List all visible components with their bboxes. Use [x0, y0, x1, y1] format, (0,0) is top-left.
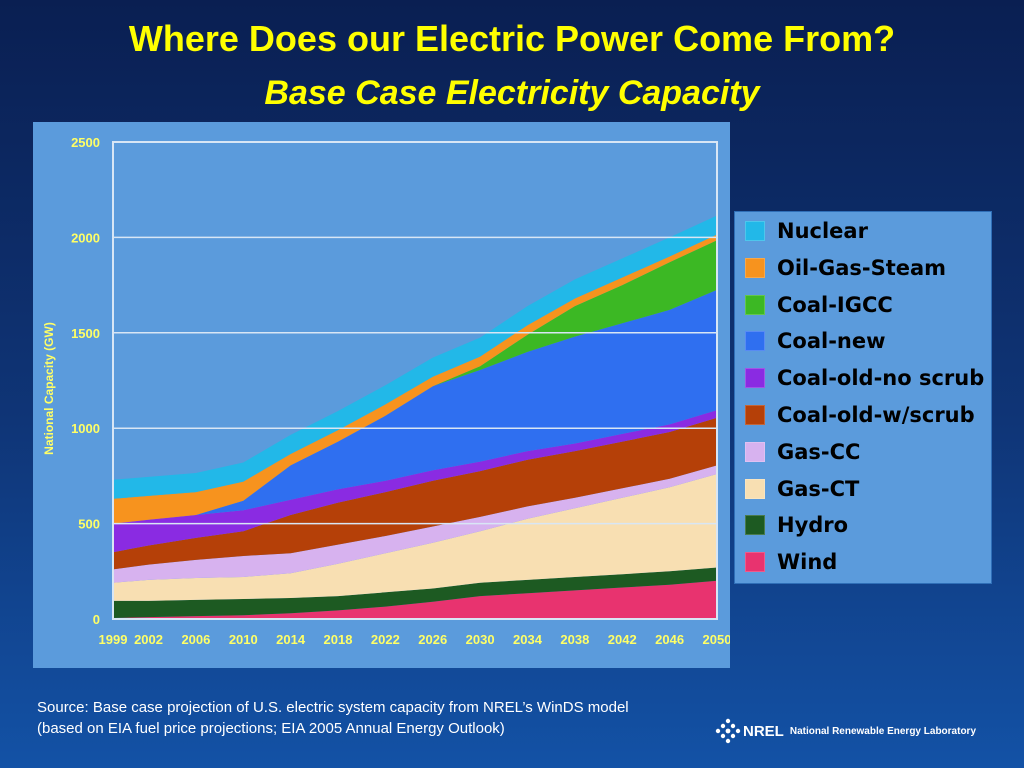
legend-swatch [745, 515, 765, 536]
legend-item-gas-cc: Gas-CC [745, 437, 860, 467]
series-area-hydro [113, 567, 717, 618]
x-tick-label: 2042 [608, 632, 637, 647]
legend-label: Coal-new [777, 329, 886, 354]
series-area-coal-old-no-scrub [113, 410, 717, 553]
legend-swatch [745, 221, 765, 241]
x-tick-label: 2010 [229, 632, 258, 647]
legend-item-wind: Wind [745, 547, 837, 577]
source-note: Source: Base case projection of U.S. ele… [37, 699, 629, 737]
legend-item-gas-ct: Gas-CT [745, 474, 859, 504]
y-axis-label: National Capacity (GW) [42, 322, 56, 455]
series-area-nuclear [113, 215, 717, 499]
legend-item-nuclear: Nuclear [745, 216, 868, 246]
legend-item-coal-old-no-scrub: Coal-old-no scrub [745, 363, 984, 393]
legend-label: Oil-Gas-Steam [777, 255, 947, 280]
legend-swatch [745, 294, 765, 315]
plot-frame [112, 141, 718, 620]
x-tick-label: 2050 [703, 632, 730, 647]
x-tick-label: 2002 [134, 632, 163, 647]
y-tick-label: 2000 [71, 230, 100, 245]
series-area-oil-gas-steam [113, 234, 717, 524]
x-tick-label: 2022 [371, 632, 400, 647]
legend-label: Coal-IGCC [777, 292, 893, 317]
legend-label: Coal-old-w/scrub [777, 403, 975, 427]
y-tick-label: 1000 [71, 421, 100, 436]
page-title: Where Does our Electric Power Come From? [128, 18, 896, 59]
legend-label: Nuclear [777, 219, 868, 243]
y-tick-label: 2500 [71, 135, 100, 150]
x-tick-label: 2030 [466, 632, 495, 647]
logo-name: National Renewable Energy Laboratory [789, 725, 977, 737]
legend-item-coal-igcc: Coal-IGCC [745, 290, 893, 320]
series-area-wind [113, 580, 717, 619]
x-tick-label: 2006 [181, 632, 210, 647]
series-area-coal-igcc [113, 240, 717, 524]
x-tick-label: 2038 [560, 632, 589, 647]
legend-item-coal-new: Coal-new [745, 326, 886, 356]
x-tick-label: 2034 [513, 632, 543, 647]
x-tick-label: 2018 [324, 632, 353, 647]
y-tick-label: 0 [93, 612, 100, 627]
y-tick-label: 500 [78, 517, 100, 532]
chart-legend: Nuclear Oil-Gas-Steam Coal-IGCC Coal-new Coa… [734, 211, 992, 584]
legend-label: Gas-CT [777, 476, 860, 501]
x-tick-label: 2014 [276, 632, 306, 647]
legend-swatch [745, 257, 765, 278]
legend-swatch [745, 405, 765, 425]
series-area-gas-ct [113, 474, 717, 601]
legend-label: Wind [777, 550, 838, 575]
nrel-logo-icon [715, 718, 741, 744]
x-tick-label: 2046 [655, 632, 684, 647]
nrel-logo: NREL National Renewable Energy Laborator… [715, 718, 976, 744]
legend-swatch [745, 478, 765, 499]
series-area-coal-old-w-scrub [113, 417, 717, 570]
legend-item-hydro: Hydro [745, 510, 848, 540]
legend-label: Coal-old-no scrub [777, 366, 985, 391]
legend-swatch [745, 368, 765, 389]
capacity-chart: 0 500 1000 1500 2000 2500 1999 2002 2006 2010 2014… [42, 135, 730, 647]
page-subtitle: Base Case Electricity Capacity [264, 74, 760, 112]
legend-label: Hydro [777, 513, 849, 538]
series-area-gas-cc [113, 465, 717, 583]
y-tick-label: 1500 [71, 326, 100, 341]
logo-acronym: NREL [743, 722, 784, 740]
legend-swatch [745, 331, 765, 352]
series-area-coal-new [113, 289, 717, 524]
legend-swatch [745, 552, 765, 573]
chart-panel: 0 500 1000 1500 2000 2500 1999 2002 2006 2010 2014… [33, 122, 730, 668]
legend-item-oil-gas-steam: Oil-Gas-Steam [745, 253, 946, 283]
x-tick-label: 1999 [99, 632, 128, 647]
legend-swatch [745, 441, 765, 462]
x-tick-label: 2026 [418, 632, 447, 647]
legend-item-coal-old-w-scrub: Coal-old-w/scrub [745, 400, 975, 430]
legend-label: Gas-CC [777, 439, 861, 464]
